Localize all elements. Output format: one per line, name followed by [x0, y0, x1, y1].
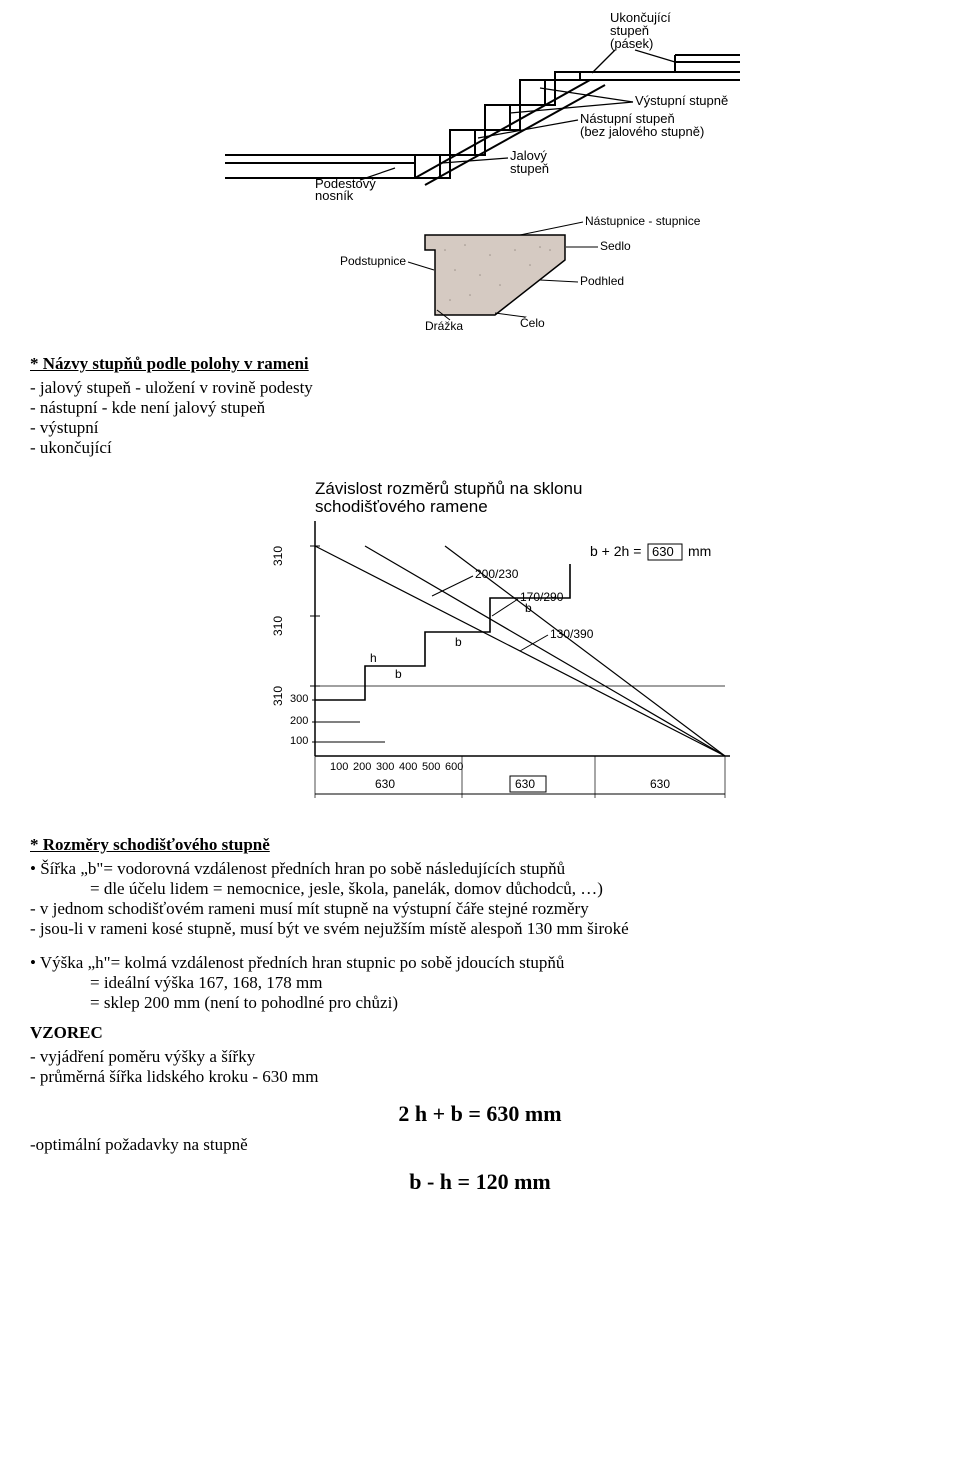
- svg-text:630: 630: [515, 777, 535, 791]
- svg-text:(bez jalového stupně): (bez jalového stupně): [580, 124, 704, 139]
- list-item: - výstupní: [30, 418, 930, 438]
- svg-text:stupeň: stupeň: [510, 161, 549, 176]
- svg-text:630: 630: [652, 544, 674, 559]
- svg-text:300: 300: [376, 761, 394, 773]
- list-item: - nástupní - kde není jalový stupeň: [30, 398, 930, 418]
- svg-text:mm: mm: [688, 543, 711, 559]
- optimal-line: -optimální požadavky na stupně: [30, 1135, 930, 1155]
- svg-text:300: 300: [290, 693, 308, 705]
- svg-text:200: 200: [353, 761, 371, 773]
- vyska-eq2: = sklep 200 mm (není to pohodlné pro chů…: [90, 993, 930, 1013]
- svg-text:b: b: [455, 635, 462, 649]
- svg-text:310: 310: [271, 616, 285, 636]
- formula-2: b - h = 120 mm: [30, 1169, 930, 1195]
- list-item: - jalový stupeň - uložení v rovině podes…: [30, 378, 930, 398]
- svg-text:Podstupnice: Podstupnice: [340, 254, 406, 268]
- vzorec-item: - vyjádření poměru výšky a šířky: [30, 1047, 930, 1067]
- svg-text:(pásek): (pásek): [610, 36, 653, 51]
- svg-text:Sedlo: Sedlo: [600, 239, 631, 253]
- svg-text:Drážka: Drážka: [425, 319, 463, 333]
- svg-text:nosník: nosník: [315, 188, 354, 200]
- step-names-list: - jalový stupeň - uložení v rovině podes…: [30, 378, 930, 458]
- svg-text:400: 400: [399, 761, 417, 773]
- heading-step-names: * Názvy stupňů podle polohy v rameni: [30, 354, 930, 374]
- list-item: - ukončující: [30, 438, 930, 458]
- svg-text:h: h: [370, 651, 377, 665]
- sirka-lead: • Šířka „b"= vodorovná vzdálenost přední…: [30, 859, 930, 879]
- svg-text:b: b: [395, 667, 402, 681]
- diagram-step-profile: Nástupnice - stupnice Sedlo Podhled Čelo…: [30, 205, 930, 340]
- svg-text:Podhled: Podhled: [580, 274, 624, 288]
- svg-text:500: 500: [422, 761, 440, 773]
- formula-1: 2 h + b = 630 mm: [30, 1101, 930, 1127]
- svg-text:310: 310: [271, 686, 285, 706]
- svg-text:schodišťového ramene: schodišťového ramene: [315, 497, 488, 516]
- vzorec-item: - průměrná šířka lidského kroku - 630 mm: [30, 1067, 930, 1087]
- sirka-eq: = dle účelu lidem = nemocnice, jesle, šk…: [90, 879, 930, 899]
- svg-text:130/390: 130/390: [550, 627, 594, 641]
- svg-text:310: 310: [271, 546, 285, 566]
- svg-text:170/290: 170/290: [520, 590, 564, 604]
- svg-text:Závislost rozměrů stupňů na sk: Závislost rozměrů stupňů na sklonu: [315, 479, 582, 498]
- heading-step-dimensions: * Rozměry schodišťového stupně: [30, 835, 930, 855]
- svg-text:100: 100: [290, 735, 308, 747]
- vyska-eq1: = ideální výška 167, 168, 178 mm: [90, 973, 930, 993]
- svg-text:630: 630: [375, 777, 395, 791]
- svg-text:200: 200: [290, 715, 308, 727]
- svg-text:Výstupní stupně: Výstupní stupně: [635, 93, 728, 108]
- svg-text:b + 2h =: b + 2h =: [590, 543, 641, 559]
- vyska-lead: • Výška „h"= kolmá vzdálenost předních h…: [30, 953, 930, 973]
- svg-text:100: 100: [330, 761, 348, 773]
- heading-formula: VZOREC: [30, 1023, 930, 1043]
- svg-text:630: 630: [650, 777, 670, 791]
- line-a: - v jednom schodišťovém rameni musí mít …: [30, 899, 930, 919]
- line-b: - jsou-li v rameni kosé stupně, musí být…: [30, 919, 930, 939]
- svg-text:Nástupnice - stupnice: Nástupnice - stupnice: [585, 214, 701, 228]
- svg-text:600: 600: [445, 761, 463, 773]
- diagram-stair-names: Ukončující stupeň (pásek): [30, 10, 930, 205]
- diagram-slope-dependency: Závislost rozměrů stupňů na sklonu schod…: [30, 476, 930, 821]
- svg-text:200/230: 200/230: [475, 567, 519, 581]
